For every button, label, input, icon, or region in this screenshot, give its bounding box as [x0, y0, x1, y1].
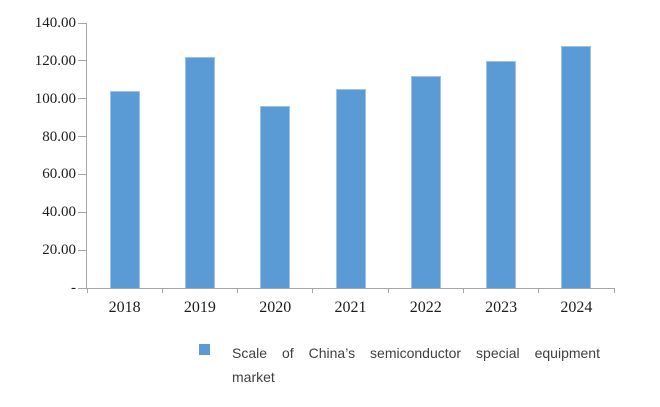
- bar: [486, 60, 517, 288]
- y-axis-label: 60.00: [42, 166, 76, 183]
- legend-label-line-1: Scale of China’s semiconductor special e…: [232, 345, 600, 361]
- y-axis-tick: [78, 211, 87, 213]
- bar: [410, 76, 441, 288]
- legend: Scale of China’s semiconductor special e…: [199, 341, 600, 389]
- x-axis-tick: [538, 288, 540, 293]
- x-axis-tick: [387, 288, 389, 293]
- y-axis-label: 20.00: [42, 242, 76, 259]
- y-axis-tick: [78, 22, 87, 24]
- x-axis-label: 2024: [560, 299, 593, 316]
- x-axis-tick: [237, 288, 239, 293]
- legend-label-line-2: market: [232, 369, 275, 385]
- y-axis-label: 80.00: [42, 128, 76, 145]
- bar: [184, 57, 215, 288]
- plot-area: 140.00 120.00 100.00 80.00 60.00 40.00 20.00 - 2…: [35, 15, 615, 316]
- bar: [109, 91, 140, 288]
- y-axis-label: -: [71, 280, 76, 296]
- bar: [561, 45, 592, 288]
- y-axis-label: 120.00: [34, 52, 76, 69]
- y-axis-tick: [78, 287, 87, 289]
- x-axis-label: 2023: [485, 299, 518, 316]
- legend-swatch: [199, 344, 210, 355]
- x-axis-label: 2019: [183, 299, 216, 316]
- bar: [335, 89, 366, 288]
- x-axis-label: 2018: [108, 299, 141, 316]
- x-axis-tick: [312, 288, 314, 293]
- y-axis-label: 100.00: [34, 90, 76, 107]
- y-axis-tick: [78, 136, 87, 138]
- x-axis-label: 2021: [334, 299, 367, 316]
- legend-label: Scale of China’s semiconductor special e…: [232, 341, 600, 389]
- x-axis-tick: [613, 288, 615, 293]
- x-axis-label: 2022: [409, 299, 442, 316]
- x-axis-tick: [462, 288, 464, 293]
- x-axis-tick: [86, 288, 88, 293]
- y-axis-label: 40.00: [42, 204, 76, 221]
- x-axis-tick: [161, 288, 163, 293]
- y-axis-label: 140.00: [34, 15, 76, 31]
- y-axis-tick: [78, 173, 87, 175]
- bar: [260, 106, 291, 288]
- y-axis-tick: [78, 249, 87, 251]
- y-axis-tick: [78, 98, 87, 100]
- y-axis-tick: [78, 60, 87, 62]
- x-axis-label: 2020: [259, 299, 292, 316]
